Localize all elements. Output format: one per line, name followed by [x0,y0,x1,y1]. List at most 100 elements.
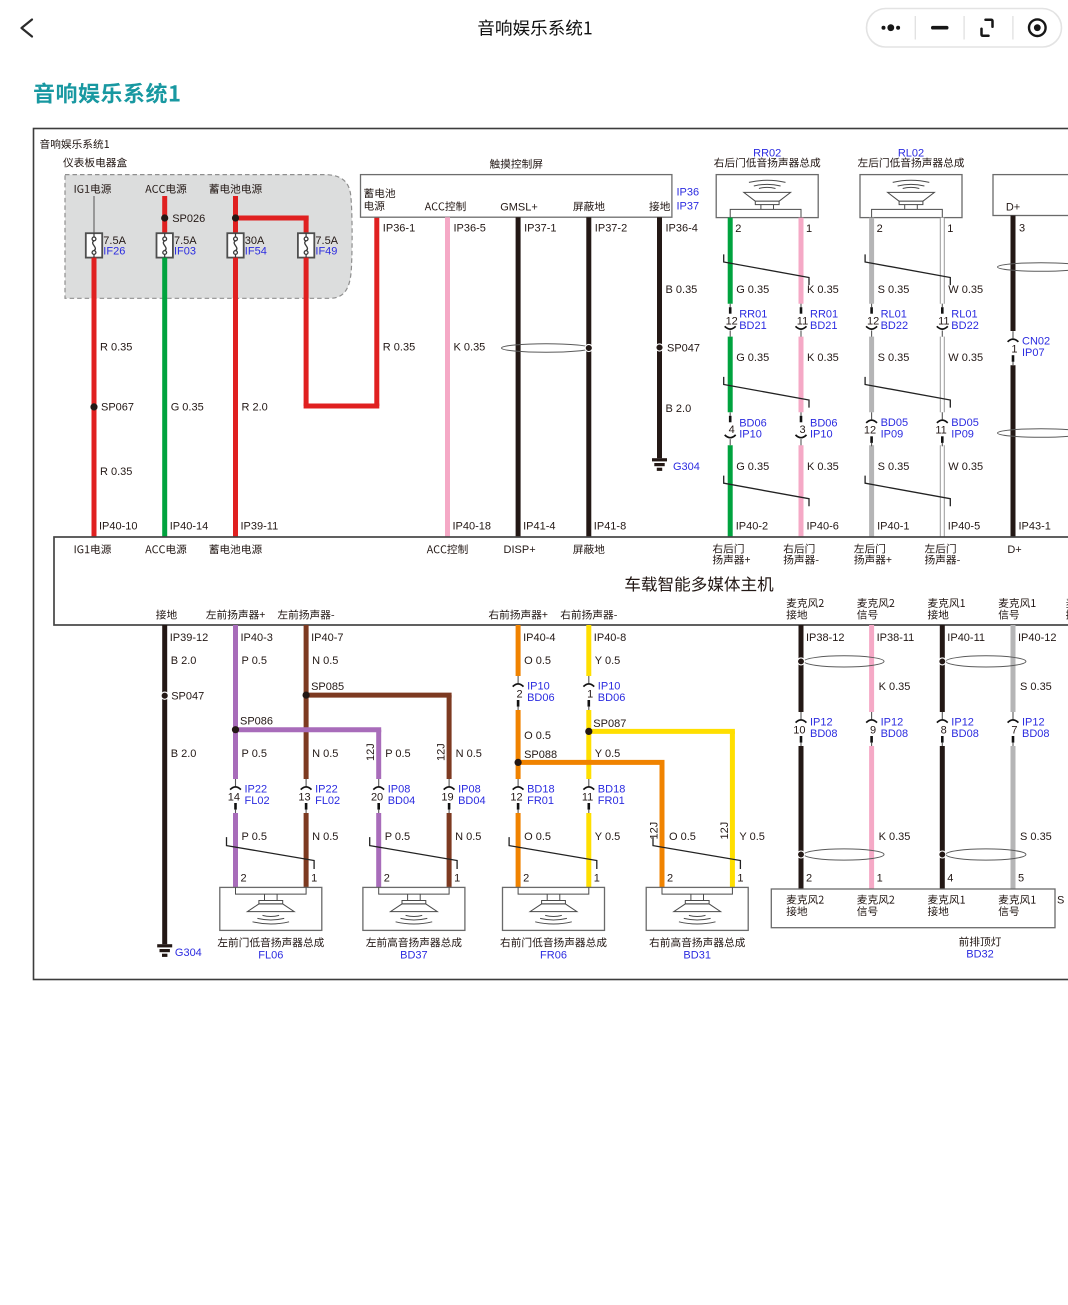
svg-text:K 0.35: K 0.35 [807,461,839,473]
svg-text:K 0.35: K 0.35 [454,342,486,354]
svg-text:IP40-1: IP40-1 [877,520,909,532]
svg-text:BD08: BD08 [881,728,909,740]
svg-text:B 2.0: B 2.0 [171,748,197,760]
svg-text:W 0.35: W 0.35 [948,461,983,473]
svg-text:P 0.5: P 0.5 [242,748,268,760]
svg-text:IP40-11: IP40-11 [947,632,985,644]
svg-text:R 0.35: R 0.35 [383,342,415,354]
svg-text:10: 10 [793,724,805,736]
svg-text:IP40-7: IP40-7 [311,632,343,644]
svg-text:IP38-11: IP38-11 [877,632,915,644]
svg-text:IP37-1: IP37-1 [524,223,556,235]
svg-text:K 0.35: K 0.35 [879,681,911,693]
svg-text:B 0.35: B 0.35 [666,284,698,296]
svg-text:O 0.5: O 0.5 [524,730,551,742]
svg-text:1: 1 [587,688,593,700]
svg-text:CN02: CN02 [1022,336,1050,348]
svg-text:2: 2 [877,223,883,235]
svg-text:20: 20 [371,791,383,803]
svg-text:12J: 12J [365,743,377,761]
svg-text:IP40-6: IP40-6 [807,520,839,532]
svg-text:BD08: BD08 [951,728,979,740]
svg-text:4: 4 [947,872,953,884]
svg-text:7.5A: 7.5A [103,235,126,247]
svg-text:Y 0.5: Y 0.5 [595,831,621,843]
svg-text:SP087: SP087 [593,718,626,730]
svg-text:IP37-2: IP37-2 [595,223,627,235]
svg-text:FL02: FL02 [315,795,340,807]
svg-text:Y 0.5: Y 0.5 [595,748,621,760]
svg-text:IP36: IP36 [677,186,700,198]
svg-text:G304: G304 [673,461,700,473]
svg-text:G 0.35: G 0.35 [736,352,769,364]
svg-text:IP40-10: IP40-10 [99,520,138,532]
svg-text:IP40-14: IP40-14 [170,520,209,532]
svg-text:W 0.35: W 0.35 [948,284,983,296]
svg-text:IP22: IP22 [315,784,338,796]
svg-text:IF03: IF03 [174,246,196,258]
svg-text:IP36-4: IP36-4 [666,223,698,235]
svg-text:S 0.35: S 0.35 [878,461,910,473]
svg-text:IF49: IF49 [315,246,337,258]
svg-text:IP39-11: IP39-11 [241,520,279,532]
svg-text:S 0.35: S 0.35 [878,352,910,364]
svg-text:IP40-5: IP40-5 [948,520,980,532]
svg-text:IP37: IP37 [677,200,700,212]
svg-text:SP085: SP085 [311,681,344,693]
svg-text:IP09: IP09 [951,428,974,440]
svg-text:IP40-12: IP40-12 [1018,632,1057,644]
svg-text:IP40-4: IP40-4 [523,632,555,644]
svg-text:8: 8 [941,724,947,736]
svg-text:IP40-18: IP40-18 [453,520,492,532]
svg-text:S 0.35: S 0.35 [1020,681,1052,693]
svg-text:BD37: BD37 [400,949,428,961]
svg-text:1: 1 [877,872,883,884]
svg-text:2: 2 [384,872,390,884]
svg-text:BD06: BD06 [810,417,838,429]
svg-text:BD08: BD08 [1022,728,1050,740]
svg-text:O 0.5: O 0.5 [524,655,551,667]
svg-text:11: 11 [797,315,808,327]
svg-text:O 0.5: O 0.5 [669,831,696,843]
svg-text:FR01: FR01 [527,795,554,807]
svg-text:12J: 12J [719,822,731,840]
svg-text:5: 5 [1018,872,1024,884]
svg-text:FR06: FR06 [540,949,567,961]
svg-text:R 0.35: R 0.35 [100,466,132,478]
svg-text:IP10: IP10 [598,681,621,693]
svg-text:12J: 12J [649,822,661,840]
svg-text:IP40-2: IP40-2 [736,520,768,532]
svg-text:S: S [1057,895,1064,907]
svg-text:S 0.35: S 0.35 [878,284,910,296]
svg-text:P 0.5: P 0.5 [242,831,268,843]
svg-text:RL02: RL02 [898,147,924,159]
svg-text:IP07: IP07 [1022,347,1045,359]
svg-text:IP36-1: IP36-1 [383,223,415,235]
svg-text:G304: G304 [175,947,202,959]
svg-text:S 0.35: S 0.35 [1020,831,1052,843]
svg-text:SP088: SP088 [524,749,557,761]
svg-text:B 2.0: B 2.0 [666,403,692,415]
svg-text:RL01: RL01 [881,309,907,321]
svg-text:IP22: IP22 [245,784,268,796]
svg-text:SP086: SP086 [240,716,273,728]
svg-text:R 0.35: R 0.35 [100,342,132,354]
svg-text:IP39-12: IP39-12 [170,632,209,644]
svg-text:BD06: BD06 [598,692,626,704]
svg-text:GMSL+: GMSL+ [500,201,538,213]
svg-text:BD06: BD06 [739,417,767,429]
svg-text:K 0.35: K 0.35 [807,352,839,364]
svg-text:13: 13 [298,791,310,803]
svg-text:7.5A: 7.5A [174,235,197,247]
svg-text:12J: 12J [436,743,448,761]
svg-text:12: 12 [867,315,879,327]
svg-text:7: 7 [1011,724,1017,736]
svg-text:B 2.0: B 2.0 [171,655,197,667]
svg-text:1: 1 [1011,344,1017,356]
svg-text:RL01: RL01 [951,309,977,321]
svg-text:RR01: RR01 [810,309,838,321]
svg-text:G 0.35: G 0.35 [736,461,769,473]
svg-text:Y 0.5: Y 0.5 [595,655,621,667]
svg-text:DISP+: DISP+ [504,544,536,556]
svg-text:N 0.5: N 0.5 [312,748,338,760]
